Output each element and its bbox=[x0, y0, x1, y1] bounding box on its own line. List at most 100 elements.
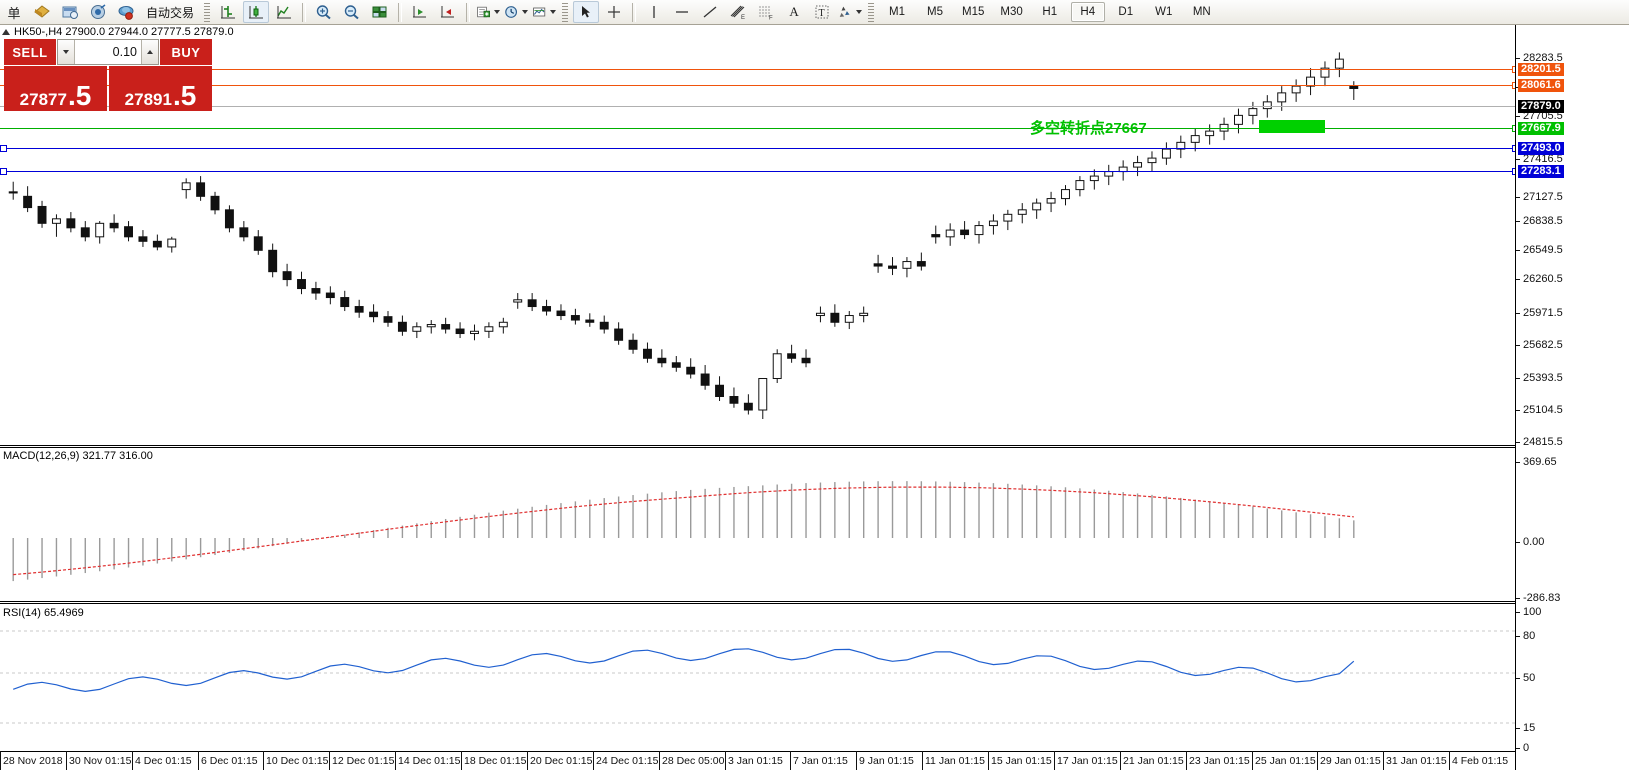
candle-body bbox=[758, 378, 768, 411]
indicators-caret-icon[interactable] bbox=[494, 10, 501, 14]
timeframe-m1[interactable]: M1 bbox=[889, 6, 905, 18]
candle-body bbox=[686, 366, 696, 375]
green-zone-rectangle[interactable] bbox=[1259, 120, 1325, 133]
candle-body bbox=[51, 218, 61, 224]
shapes-caret-icon[interactable] bbox=[856, 10, 863, 14]
timeframe-m5[interactable]: M5 bbox=[927, 6, 943, 18]
timeframe-m30[interactable]: M30 bbox=[1000, 6, 1023, 18]
timeframe-h4[interactable]: H4 bbox=[1070, 2, 1105, 22]
fibonacci-icon[interactable]: F bbox=[753, 1, 779, 23]
toolbar-sep-3 bbox=[466, 2, 471, 22]
cursor-icon[interactable] bbox=[573, 1, 600, 23]
buy-price-fraction: .5 bbox=[172, 80, 197, 112]
buy-price-button[interactable]: 27891 .5 bbox=[109, 66, 212, 111]
one-click-trading-panel[interactable]: SELL 0.10 BUY 27877 .5 bbox=[4, 39, 212, 111]
rsi-scale-tick: 15 bbox=[1516, 723, 1535, 734]
templates-icon[interactable] bbox=[531, 1, 557, 23]
timeframe-d1[interactable]: D1 bbox=[1118, 6, 1134, 18]
timeframe-m15[interactable]: M15 bbox=[962, 6, 985, 18]
line-chart-icon[interactable] bbox=[271, 1, 297, 23]
chart-shift-icon[interactable] bbox=[435, 1, 461, 23]
trendline-icon[interactable] bbox=[697, 1, 723, 23]
candle-body bbox=[80, 227, 90, 238]
tile-windows-icon[interactable] bbox=[367, 1, 393, 23]
time-tick: 11 Jan 01:15 bbox=[922, 751, 985, 770]
macd-chart-canvas[interactable] bbox=[0, 450, 1515, 598]
autotrading-label[interactable]: 自动交易 bbox=[146, 5, 195, 20]
vertical-line-icon[interactable] bbox=[641, 1, 667, 23]
price-level-badge[interactable]: 28061.6 bbox=[1518, 79, 1564, 92]
candle-body bbox=[1349, 85, 1359, 89]
toolbar-grip-3 bbox=[868, 2, 875, 22]
zoom-out-icon[interactable] bbox=[339, 1, 365, 23]
auto-scroll-icon[interactable] bbox=[407, 1, 433, 23]
candle-body bbox=[1320, 67, 1330, 78]
svg-text:E: E bbox=[741, 15, 745, 20]
candle-body bbox=[1176, 141, 1186, 150]
candle-body bbox=[988, 220, 998, 227]
price-chart-canvas[interactable] bbox=[0, 39, 1515, 437]
timeframe-mn[interactable]: MN bbox=[1192, 6, 1211, 18]
timeframe-h1[interactable]: H1 bbox=[1042, 6, 1058, 18]
crosshair-icon[interactable] bbox=[601, 1, 627, 23]
time-tick: 28 Dec 05:00 bbox=[659, 751, 724, 770]
candle-body bbox=[196, 182, 206, 197]
data-window-icon[interactable] bbox=[29, 1, 55, 23]
level-line-27283[interactable] bbox=[0, 171, 1518, 172]
main-toolbar: 单 自动交易 bbox=[0, 0, 1629, 25]
svg-text:F: F bbox=[769, 16, 773, 21]
text-label-icon[interactable]: T bbox=[809, 1, 835, 23]
zoom-in-icon[interactable] bbox=[311, 1, 337, 23]
indicators-icon[interactable] bbox=[475, 1, 501, 23]
terminal-icon[interactable] bbox=[85, 1, 111, 23]
volume-input[interactable]: 0.10 bbox=[75, 40, 141, 64]
level-line-27493[interactable] bbox=[0, 148, 1518, 149]
horizontal-line-icon[interactable] bbox=[669, 1, 695, 23]
price-tick: 27705.5 bbox=[1516, 111, 1563, 122]
buy-button[interactable]: BUY bbox=[160, 39, 212, 65]
new-order-icon[interactable]: 单 bbox=[1, 1, 27, 23]
price-tick: 26260.5 bbox=[1516, 274, 1563, 285]
equidistant-channel-icon[interactable]: E bbox=[725, 1, 751, 23]
level-handle-27283-left[interactable] bbox=[0, 168, 7, 175]
collapse-triangle-icon[interactable] bbox=[2, 29, 10, 35]
price-level-badge[interactable]: 27879.0 bbox=[1518, 100, 1564, 113]
rsi-pane-divider[interactable] bbox=[0, 601, 1515, 604]
volume-increment-icon[interactable] bbox=[141, 40, 158, 64]
volume-dropdown-icon[interactable] bbox=[58, 40, 75, 64]
sell-button[interactable]: SELL bbox=[4, 39, 56, 65]
candle-body bbox=[801, 357, 811, 364]
level-line-28201[interactable] bbox=[0, 69, 1518, 70]
templates-caret-icon[interactable] bbox=[550, 10, 557, 14]
rsi-chart-canvas[interactable] bbox=[0, 607, 1515, 751]
price-level-badge[interactable]: 27283.1 bbox=[1518, 165, 1564, 178]
bar-chart-icon[interactable] bbox=[215, 1, 241, 23]
level-handle-27493-left[interactable] bbox=[0, 145, 7, 152]
navigator-icon[interactable] bbox=[57, 1, 83, 23]
periods-icon[interactable] bbox=[503, 1, 529, 23]
text-icon[interactable]: A bbox=[781, 1, 807, 23]
price-level-badge[interactable]: 27493.0 bbox=[1518, 142, 1564, 155]
candlestick-chart-icon[interactable] bbox=[243, 1, 270, 23]
price-level-badge[interactable]: 27667.9 bbox=[1518, 122, 1564, 135]
volume-stepper[interactable]: 0.10 bbox=[57, 39, 159, 65]
periods-caret-icon[interactable] bbox=[522, 10, 529, 14]
timeframe-w1[interactable]: W1 bbox=[1155, 6, 1173, 18]
candle-body bbox=[455, 328, 465, 335]
shapes-icon[interactable] bbox=[837, 1, 863, 23]
sell-price-button[interactable]: 27877 .5 bbox=[4, 66, 107, 111]
candle-body bbox=[397, 321, 407, 332]
level-line-27667[interactable] bbox=[0, 128, 1518, 129]
price-level-badge[interactable]: 28201.5 bbox=[1518, 63, 1564, 76]
candle-body bbox=[23, 195, 33, 209]
chart-area[interactable]: HK50-,H4 27900.0 27944.0 27777.5 27879.0… bbox=[0, 25, 1629, 770]
strategy-tester-icon[interactable] bbox=[113, 1, 139, 23]
candle-body bbox=[916, 261, 926, 267]
macd-pane-divider[interactable] bbox=[0, 445, 1515, 448]
candle-body bbox=[888, 265, 897, 269]
candle-body bbox=[599, 321, 609, 330]
chart-annotation[interactable]: 多空转折点27667 bbox=[1030, 120, 1147, 137]
price-scale[interactable]: 28283.527994.527705.527416.527127.526838… bbox=[1515, 25, 1629, 770]
level-line-28061[interactable] bbox=[0, 85, 1518, 86]
time-scale[interactable]: 28 Nov 2018 30 Nov 01:15 4 Dec 01:15 6 Dec … bbox=[0, 751, 1515, 770]
